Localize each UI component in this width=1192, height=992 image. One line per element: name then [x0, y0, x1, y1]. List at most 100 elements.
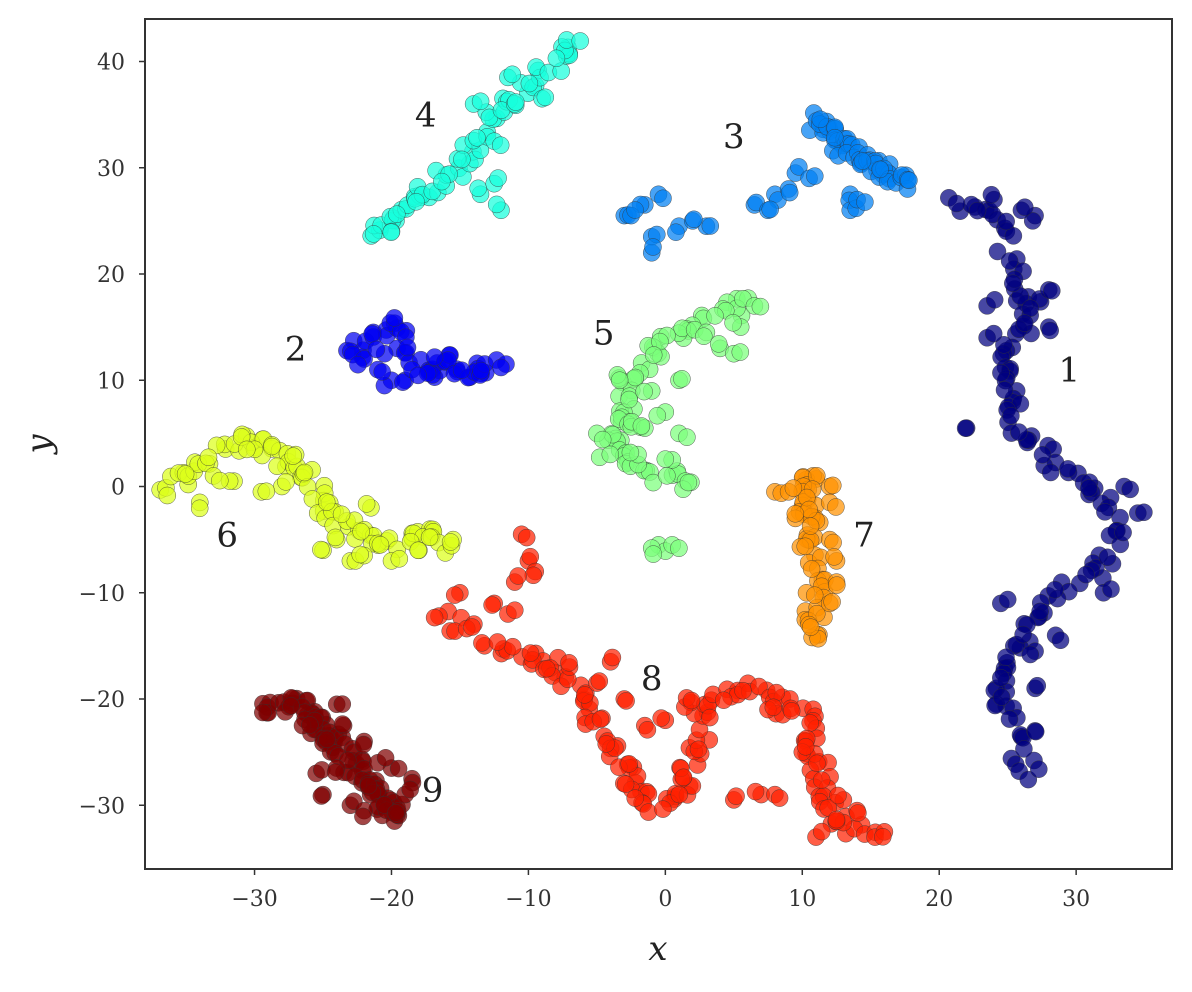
cluster-label-4: 4	[415, 96, 437, 136]
cluster-9-point	[301, 716, 319, 734]
cluster-7-point	[786, 505, 804, 523]
cluster-2-point	[394, 373, 412, 391]
cluster-4-point	[520, 74, 539, 93]
y-tick-label: 10	[97, 369, 125, 394]
cluster-1-point	[1016, 198, 1034, 216]
x-tick-label: 30	[1062, 887, 1090, 912]
cluster-4-point	[492, 136, 510, 154]
cluster-4-point	[453, 150, 471, 169]
cluster-8-point	[670, 785, 688, 804]
cluster-6-point	[312, 540, 330, 559]
cluster-1-point	[1015, 314, 1034, 332]
cluster-1-point	[1135, 503, 1153, 521]
cluster-1-point	[997, 212, 1015, 231]
cluster-2-point	[373, 363, 391, 381]
cluster-9-point	[282, 697, 300, 715]
cluster-8-point	[576, 686, 594, 704]
cluster-5-point	[648, 407, 666, 425]
cluster-5-point	[710, 335, 728, 353]
cluster-8-point	[524, 566, 542, 584]
cluster-1-point	[1114, 523, 1132, 542]
x-tick-label: −10	[505, 887, 551, 912]
cluster-1-point	[1021, 299, 1040, 317]
cluster-2-point	[385, 309, 404, 327]
cluster-3-point	[644, 238, 662, 256]
cluster-8-point	[504, 638, 522, 656]
cluster-8-point	[518, 528, 536, 547]
cluster-2-point	[409, 366, 427, 385]
cluster-8-point	[808, 754, 826, 772]
cluster-3-point	[701, 217, 719, 235]
cluster-5-point	[670, 539, 688, 557]
cluster-6-point	[176, 465, 195, 483]
cluster-8-points	[425, 525, 894, 846]
cluster-1-point	[956, 419, 975, 437]
cluster-5-point	[695, 327, 713, 345]
cluster-6-point	[158, 486, 177, 505]
cluster-1-point	[1000, 710, 1019, 728]
y-tick-label: −10	[79, 582, 125, 607]
cluster-7-point	[806, 586, 824, 604]
cluster-8-point	[654, 800, 672, 818]
cluster-6-point	[190, 499, 209, 517]
cluster-7-point	[824, 476, 842, 495]
cluster-1-point	[1046, 581, 1064, 599]
cluster-8-point	[463, 618, 481, 636]
cluster-8-point	[874, 828, 892, 846]
cluster-3-point	[900, 171, 918, 190]
x-tick-label: −20	[368, 887, 414, 912]
cluster-8-point	[597, 735, 615, 753]
cluster-1-point	[1031, 602, 1049, 621]
cluster-9-point	[326, 763, 345, 781]
cluster-label-8: 8	[641, 659, 663, 699]
cluster-4-point	[547, 49, 566, 67]
cluster-1-point	[1014, 625, 1032, 644]
cluster-1-point	[1021, 645, 1040, 664]
cluster-9-point	[254, 703, 272, 722]
x-tick-label: 0	[658, 887, 672, 912]
cluster-1-point	[1077, 565, 1095, 584]
cluster-6-point	[277, 473, 295, 491]
cluster-8-point	[488, 633, 507, 651]
cluster-2-point	[492, 358, 510, 377]
cluster-3-point	[806, 167, 824, 185]
cluster-1-point	[988, 242, 1007, 261]
cluster-8-point	[827, 810, 846, 829]
cluster-1-point	[1010, 423, 1028, 441]
cluster-8-point	[521, 548, 539, 566]
x-axis-ticks: −30 −20 −10 0 10 20 30	[231, 869, 1090, 912]
points-layer	[151, 31, 1153, 846]
cluster-8-point	[506, 601, 524, 619]
y-tick-label: 40	[97, 51, 125, 76]
cluster-8-point	[425, 608, 444, 627]
cluster-7-point	[801, 517, 820, 535]
cluster-8-point	[674, 768, 693, 786]
cluster-9-point	[333, 715, 352, 733]
cluster-6-point	[238, 440, 256, 459]
cluster-6-point	[326, 528, 345, 547]
cluster-6-point	[420, 528, 439, 546]
cluster-8-point	[829, 786, 847, 805]
cluster-3-point	[790, 158, 808, 176]
cluster-4-point	[407, 193, 425, 211]
cluster-2-point	[472, 361, 490, 380]
cluster-4-point	[382, 223, 400, 241]
cluster-5-point	[679, 473, 698, 492]
cluster-7-point	[802, 618, 820, 636]
cluster-1-point	[992, 669, 1010, 687]
cluster-9-point	[389, 759, 408, 778]
x-tick-label: 10	[788, 887, 816, 912]
cluster-4-point	[469, 179, 487, 198]
cluster-2-point	[398, 338, 417, 357]
cluster-2-point	[452, 361, 471, 379]
cluster-5-point	[658, 467, 676, 485]
cluster-4-point	[536, 88, 554, 107]
cluster-1-point	[1096, 503, 1114, 521]
cluster-4-point	[433, 172, 451, 191]
cluster-8-point	[652, 709, 670, 727]
cluster-7-point	[823, 593, 841, 611]
cluster-8-point	[509, 567, 527, 585]
cluster-1-point	[1041, 463, 1060, 482]
cluster-6-point	[263, 437, 281, 456]
